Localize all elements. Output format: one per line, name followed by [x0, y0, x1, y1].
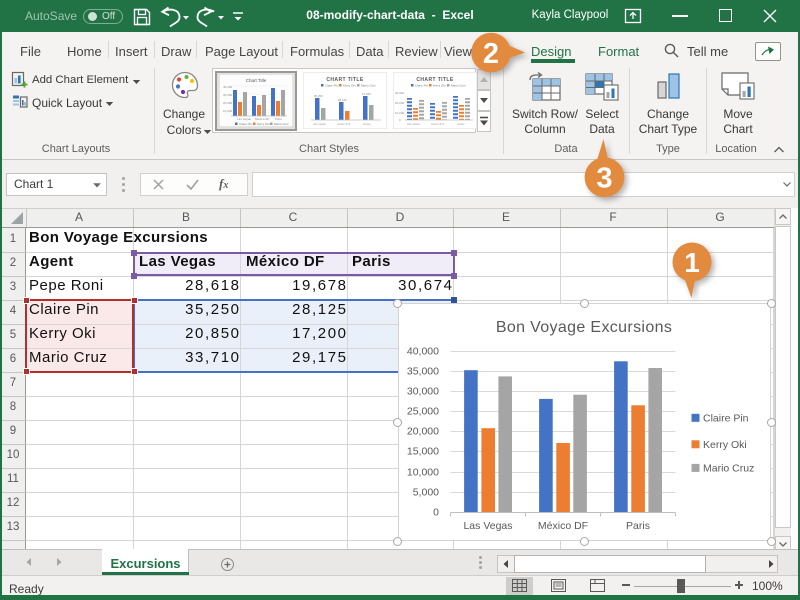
svg-text:30,000: 30,000 — [406, 386, 438, 398]
svg-text:10,000: 10,000 — [223, 109, 233, 113]
svg-text:40,000: 40,000 — [395, 91, 405, 95]
svg-text:0: 0 — [399, 118, 401, 122]
svg-text:Kerry Oki: Kerry Oki — [703, 439, 747, 451]
svg-text:xxx xxxxx: xxx xxxxx — [313, 122, 326, 126]
svg-text:CHART TITLE: CHART TITLE — [326, 77, 363, 83]
svg-text:xxxxx: xxxxx — [457, 122, 465, 126]
svg-text:Chart Title: Chart Title — [246, 78, 267, 83]
svg-text:28,125: 28,125 — [338, 98, 347, 102]
svg-text:5,000: 5,000 — [412, 487, 438, 499]
svg-text:Kerry Oki: Kerry Oki — [343, 84, 356, 88]
svg-text:CHART TITLE: CHART TITLE — [416, 77, 453, 83]
svg-text:Claire Pin: Claire Pin — [415, 84, 428, 88]
svg-text:20,000: 20,000 — [406, 426, 438, 438]
svg-text:Claire Pin: Claire Pin — [325, 84, 338, 88]
svg-text:Paris: Paris — [275, 117, 282, 121]
svg-text:35,000: 35,000 — [406, 366, 438, 378]
svg-text:3: 3 — [596, 163, 612, 195]
svg-text:México DF: México DF — [537, 520, 587, 532]
svg-text:Mario Cruz: Mario Cruz — [451, 84, 466, 88]
svg-text:2: 2 — [483, 38, 499, 70]
svg-text:0: 0 — [433, 507, 439, 519]
svg-text:25,000: 25,000 — [406, 406, 438, 418]
svg-text:40,000: 40,000 — [223, 85, 233, 89]
svg-text:xxxxx X-X: xxxxx X-X — [431, 122, 444, 126]
svg-text:Mario Cruz: Mario Cruz — [703, 462, 754, 474]
svg-text:35,250: 35,250 — [314, 94, 323, 98]
svg-text:xxxxx X-X: xxxxx X-X — [337, 122, 350, 126]
svg-text:Bon Voyage Excursions: Bon Voyage Excursions — [495, 319, 671, 336]
svg-text:10,000: 10,000 — [406, 467, 438, 479]
svg-text:xxx xxxxx: xxx xxxxx — [407, 122, 420, 126]
svg-text:Paris: Paris — [626, 520, 650, 532]
svg-text:xxxxx: xxxxx — [363, 122, 371, 126]
svg-text:Claire Pin: Claire Pin — [703, 412, 749, 424]
svg-text:15,000: 15,000 — [406, 446, 438, 458]
svg-text:Kerry Oki: Kerry Oki — [257, 122, 270, 126]
svg-text:Las Vegas: Las Vegas — [463, 520, 512, 532]
svg-text:10,000: 10,000 — [395, 111, 405, 115]
svg-text:Claire Pin: Claire Pin — [239, 122, 252, 126]
svg-text:20,000: 20,000 — [223, 101, 233, 105]
svg-text:Mario Cruz: Mario Cruz — [361, 84, 376, 88]
svg-text:40,000: 40,000 — [406, 346, 438, 358]
svg-text:México DF: México DF — [255, 117, 270, 121]
svg-text:30,000: 30,000 — [223, 93, 233, 97]
svg-text:1: 1 — [684, 247, 700, 278]
svg-text:Mario Cruz: Mario Cruz — [274, 122, 289, 126]
svg-text:Las Vegas: Las Vegas — [237, 117, 252, 121]
svg-text:20,000: 20,000 — [395, 101, 405, 105]
svg-text:Kerry Oki: Kerry Oki — [433, 84, 446, 88]
svg-text:37,450: 37,450 — [362, 92, 371, 96]
